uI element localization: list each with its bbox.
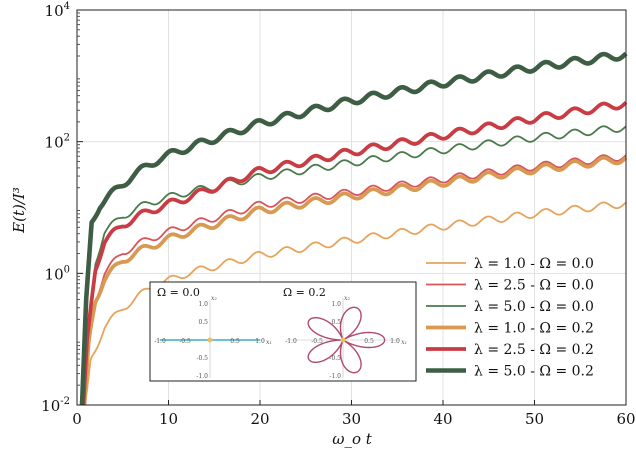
x-tick-label-4: 40 — [433, 410, 452, 428]
inset-left-y-label: x₂ — [211, 295, 217, 302]
inset-left-x-tick-2: 0.5 — [230, 338, 240, 345]
inset-left-y-tick-1: 0.5 — [198, 319, 208, 326]
inset-right-y-label: x₂ — [344, 295, 350, 302]
inset-left-x-tick-1: -0.5 — [179, 338, 191, 345]
series-line-1 — [84, 201, 627, 406]
y-axis-ticks: 10-2 100 102 104 — [41, 1, 83, 415]
legend-label-3: λ = 5.0 - Ω = 0.0 — [474, 299, 594, 315]
inset-left-y-tick-3: -1.0 — [196, 373, 208, 380]
inset-panel: Ω = 0.0 Ω = 0.2 -1.0 -0.5 0.5 1.0 1.0 0.5 -0.5… — [149, 281, 417, 382]
inset-right-x-tick-0: -1.0 — [285, 338, 297, 345]
x-tick-label-5: 50 — [525, 410, 544, 428]
inset-left-x-tick-3: 1.0 — [255, 338, 265, 345]
legend-label-1: λ = 1.0 - Ω = 0.0 — [474, 256, 594, 272]
legend-label-6: λ = 5.0 - Ω = 0.2 — [474, 364, 594, 380]
series-line-3 — [82, 125, 627, 406]
inset-left-center — [207, 337, 213, 343]
inset-right-plot: -1.0 -0.5 0.5 1.0 1.0 0.5 -0.5 -1.0 x₁ x₂ — [285, 295, 407, 380]
x-tick-label-1: 10 — [159, 410, 178, 428]
x-tick-label-2: 20 — [250, 410, 269, 428]
series-line-5 — [81, 101, 628, 406]
y-tick-label-1: 100 — [45, 264, 70, 283]
inset-left-label: Ω = 0.0 — [157, 286, 200, 299]
series-layer — [79, 51, 628, 406]
inset-right-x-tick-2: 0.5 — [364, 338, 374, 345]
legend-label-5: λ = 2.5 - Ω = 0.2 — [474, 342, 594, 358]
y-tick-label-0: 10-2 — [41, 396, 70, 415]
x-axis-label: ω_o t — [332, 430, 373, 448]
inset-right-label: Ω = 0.2 — [283, 286, 326, 299]
series-line-4 — [82, 155, 628, 406]
y-tick-label-2: 102 — [45, 133, 70, 152]
x-tick-label-3: 30 — [342, 410, 361, 428]
inset-frame — [149, 281, 417, 382]
inset-right-center — [340, 337, 346, 343]
inset-right-x-tick-1: -0.5 — [311, 338, 323, 345]
series-line-6 — [79, 51, 628, 406]
series-line-2 — [83, 154, 627, 406]
x-tick-label-0: 0 — [72, 410, 82, 428]
legend-label-2: λ = 2.5 - Ω = 0.0 — [474, 278, 594, 294]
inset-left-plot: -1.0 -0.5 0.5 1.0 1.0 0.5 -0.5 -1.0 x₁ x₂ — [154, 295, 272, 380]
legend-label-4: λ = 1.0 - Ω = 0.2 — [474, 321, 594, 337]
x-tick-label-6: 60 — [616, 410, 635, 428]
inset-left-x-tick-0: -1.0 — [154, 338, 166, 345]
inset-left-x-label: x₁ — [266, 339, 272, 346]
inset-left-y-tick-2: -0.5 — [196, 355, 208, 362]
legend: λ = 1.0 - Ω = 0.0 λ = 2.5 - Ω = 0.0 λ = 5.… — [426, 256, 594, 380]
y-tick-label-3: 104 — [45, 1, 70, 20]
inset-right-y-tick-0: 1.0 — [331, 301, 341, 308]
inset-right-y-tick-2: -0.5 — [329, 355, 341, 362]
inset-right-y-tick-3: -1.0 — [329, 373, 341, 380]
inset-left-y-tick-0: 1.0 — [198, 301, 208, 308]
inset-right-y-tick-1: 0.5 — [331, 319, 341, 326]
x-axis-ticks: 0 10 20 30 40 50 60 — [72, 400, 636, 428]
y-axis-label: E(t)/I³ — [10, 187, 28, 234]
inset-right-x-tick-3: 1.0 — [390, 338, 400, 345]
inset-right-x-label: x₁ — [401, 339, 407, 346]
